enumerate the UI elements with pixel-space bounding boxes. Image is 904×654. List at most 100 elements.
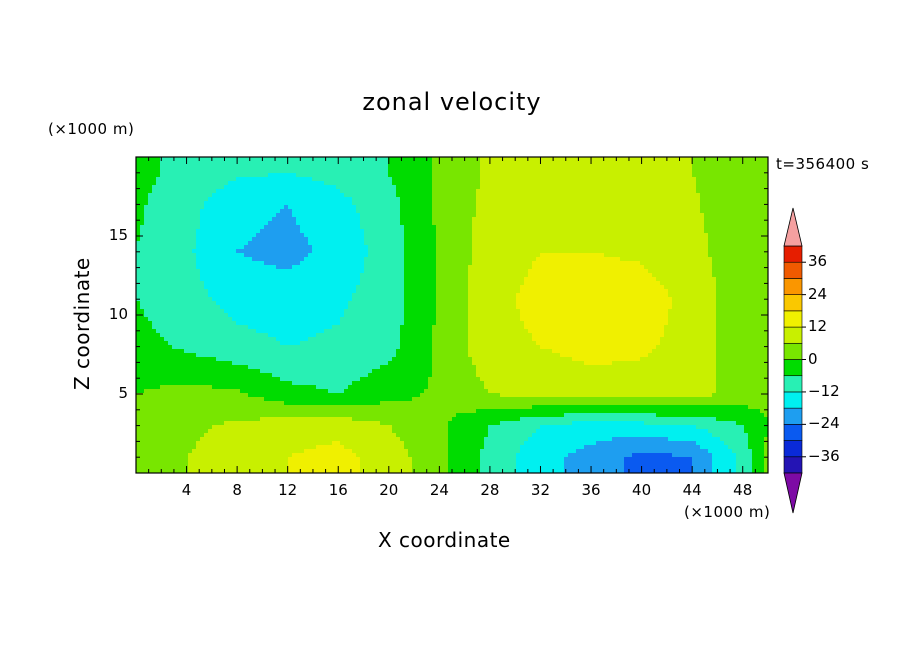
field-cell [140, 173, 145, 178]
field-cell [168, 269, 173, 274]
field-cell [156, 185, 161, 190]
field-cell [436, 253, 441, 258]
field-cell [568, 249, 573, 254]
field-cell [228, 249, 233, 254]
field-cell [312, 181, 317, 186]
field-cell [244, 209, 249, 214]
field-cell [456, 237, 461, 242]
field-cell [516, 269, 521, 274]
field-cell [572, 237, 577, 242]
field-cell [272, 265, 277, 270]
field-cell [136, 253, 141, 258]
field-cell [296, 237, 301, 242]
field-cell [520, 189, 525, 194]
field-cell [140, 193, 145, 198]
field-cell [304, 269, 309, 274]
field-cell [636, 209, 641, 214]
field-cell [500, 173, 505, 178]
field-cell [344, 205, 349, 210]
field-cell [148, 253, 153, 258]
field-cell [516, 177, 521, 182]
field-cell [540, 205, 545, 210]
field-cell [716, 165, 721, 170]
field-cell [552, 265, 557, 270]
field-cell [440, 257, 445, 262]
field-cell [732, 161, 737, 166]
field-cell [500, 165, 505, 170]
field-cell [388, 165, 393, 170]
field-cell [732, 205, 737, 210]
field-cell [196, 197, 201, 202]
field-cell [748, 165, 753, 170]
field-cell [372, 233, 377, 238]
field-cell [724, 241, 729, 246]
field-cell [264, 181, 269, 186]
field-cell [440, 261, 445, 266]
field-cell [420, 193, 425, 198]
field-cell [652, 213, 657, 218]
field-cell [504, 237, 509, 242]
field-cell [164, 257, 169, 262]
field-cell [312, 217, 317, 222]
field-cell [220, 269, 225, 274]
field-cell [576, 209, 581, 214]
field-cell [404, 209, 409, 214]
field-cell [360, 189, 365, 194]
field-cell [228, 173, 233, 178]
field-cell [456, 185, 461, 190]
field-cell [300, 225, 305, 230]
field-cell [208, 169, 213, 174]
field-cell [348, 185, 353, 190]
field-cell [200, 249, 205, 254]
field-cell [764, 233, 768, 238]
field-cell [676, 249, 681, 254]
field-cell [256, 249, 261, 254]
field-cell [652, 193, 657, 198]
field-cell [412, 177, 417, 182]
field-cell [420, 213, 425, 218]
field-cell [476, 257, 481, 262]
field-cell [616, 237, 621, 242]
field-cell [596, 189, 601, 194]
field-cell [720, 213, 725, 218]
field-cell [228, 237, 233, 242]
field-cell [588, 225, 593, 230]
field-cell [356, 273, 361, 278]
field-cell [316, 277, 321, 282]
field-cell [192, 185, 197, 190]
field-cell [544, 177, 549, 182]
field-cell [524, 221, 529, 226]
field-cell [680, 193, 685, 198]
field-cell [720, 201, 725, 206]
field-cell [456, 225, 461, 230]
field-cell [396, 257, 401, 262]
field-cell [312, 277, 317, 282]
field-cell [388, 257, 393, 262]
field-cell [356, 217, 361, 222]
field-cell [620, 221, 625, 226]
field-cell [176, 201, 181, 206]
field-cell [336, 229, 341, 234]
field-cell [744, 261, 749, 266]
field-cell [732, 217, 737, 222]
field-cell [616, 217, 621, 222]
field-cell [384, 213, 389, 218]
field-cell [616, 261, 621, 266]
field-cell [160, 281, 165, 286]
field-cell [392, 157, 397, 162]
field-cell [636, 253, 641, 258]
field-cell [448, 173, 453, 178]
field-cell [348, 201, 353, 206]
field-cell [292, 217, 297, 222]
field-cell [748, 205, 753, 210]
field-cell [384, 169, 389, 174]
field-cell [336, 277, 341, 282]
field-cell [224, 161, 229, 166]
field-cell [724, 233, 729, 238]
field-cell [280, 197, 285, 202]
field-cell [548, 229, 553, 234]
field-cell [532, 165, 537, 170]
field-cell [268, 173, 273, 178]
field-cell [492, 189, 497, 194]
